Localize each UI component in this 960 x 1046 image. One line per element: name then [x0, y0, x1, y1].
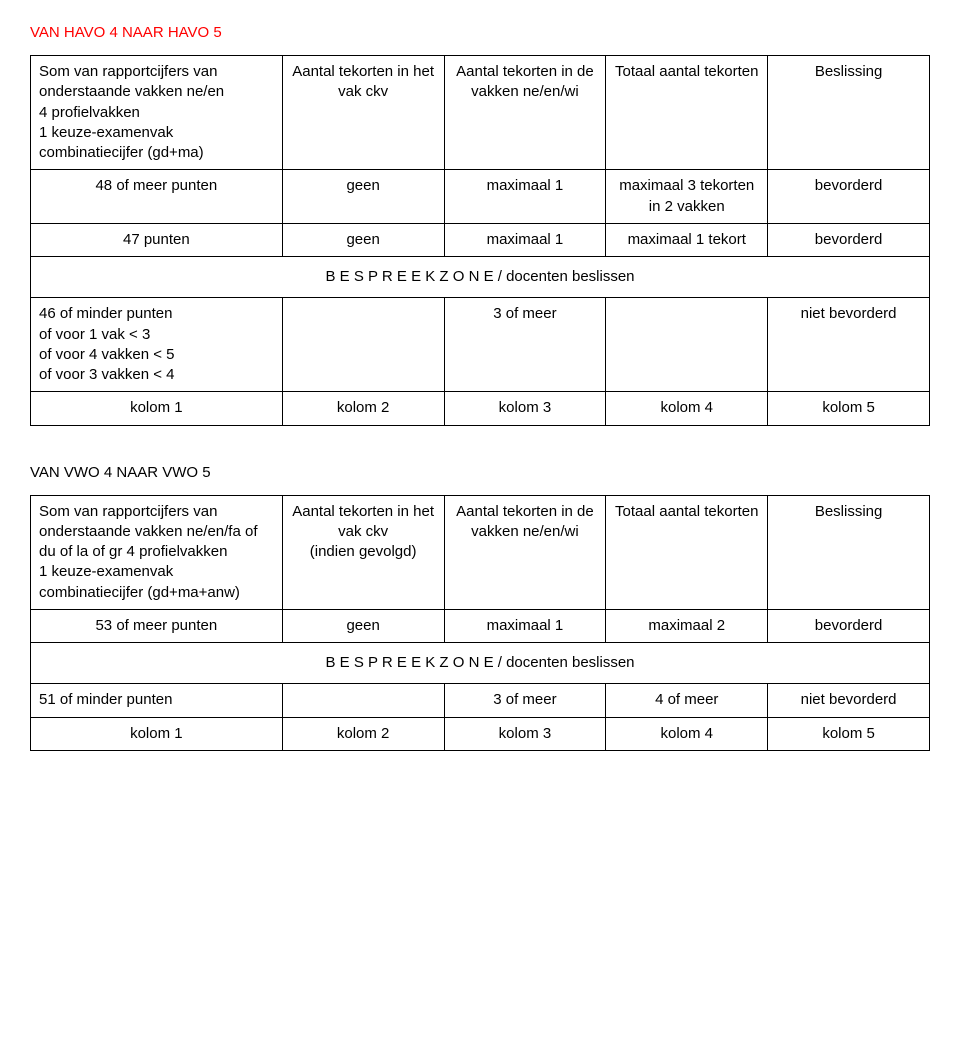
cell: geen [282, 223, 444, 256]
cell: 53 of meer punten [31, 609, 283, 642]
cell: bevorderd [768, 609, 930, 642]
cell: kolom 3 [444, 392, 606, 425]
t1-zone: B E S P R E E K Z O N E / docenten besli… [31, 257, 930, 298]
cell: 46 of minder puntenof voor 1 vak < 3of v… [31, 298, 283, 392]
cell: maximaal 1 [444, 170, 606, 224]
table2: Som van rapportcijfers van onderstaande … [30, 495, 930, 751]
cell: kolom 4 [606, 392, 768, 425]
cell: 51 of minder punten [31, 684, 283, 717]
cell: kolom 1 [31, 717, 283, 750]
cell: maximaal 1 [444, 223, 606, 256]
cell [282, 298, 444, 392]
section1-title: VAN HAVO 4 NAAR HAVO 5 [30, 24, 930, 41]
table-row: 53 of meer punten geen maximaal 1 maxima… [31, 609, 930, 642]
table-row: 48 of meer punten geen maximaal 1 maxima… [31, 170, 930, 224]
cell: kolom 3 [444, 717, 606, 750]
cell: 47 punten [31, 223, 283, 256]
cell: kolom 2 [282, 717, 444, 750]
t2-h3: Aantal tekorten in de vakken ne/en/wi [444, 495, 606, 609]
t2-zone: B E S P R E E K Z O N E / docenten besli… [31, 643, 930, 684]
cell: maximaal 1 tekort [606, 223, 768, 256]
cell: 3 of meer [444, 298, 606, 392]
t1-h1: Som van rapportcijfers van onderstaande … [31, 56, 283, 170]
cell: kolom 1 [31, 392, 283, 425]
cell: kolom 4 [606, 717, 768, 750]
table2-header: Som van rapportcijfers van onderstaande … [31, 495, 930, 609]
cell: maximaal 2 [606, 609, 768, 642]
table-row: 51 of minder punten 3 of meer 4 of meer … [31, 684, 930, 717]
table-row: 46 of minder puntenof voor 1 vak < 3of v… [31, 298, 930, 392]
cell: kolom 5 [768, 717, 930, 750]
table1: Som van rapportcijfers van onderstaande … [30, 55, 930, 426]
cell: 3 of meer [444, 684, 606, 717]
cell: 4 of meer [606, 684, 768, 717]
cell: niet bevorderd [768, 298, 930, 392]
t2-h2: Aantal tekorten in het vak ckv(indien ge… [282, 495, 444, 609]
cell: 48 of meer punten [31, 170, 283, 224]
section2-title: VAN VWO 4 NAAR VWO 5 [30, 464, 930, 481]
t1-h5: Beslissing [768, 56, 930, 170]
t1-h4: Totaal aantal tekorten [606, 56, 768, 170]
t2-zone-cell: B E S P R E E K Z O N E / docenten besli… [31, 643, 930, 684]
cell: kolom 2 [282, 392, 444, 425]
table-row: 47 punten geen maximaal 1 maximaal 1 tek… [31, 223, 930, 256]
table-row: kolom 1 kolom 2 kolom 3 kolom 4 kolom 5 [31, 717, 930, 750]
cell: geen [282, 609, 444, 642]
cell: bevorderd [768, 170, 930, 224]
table1-header: Som van rapportcijfers van onderstaande … [31, 56, 930, 170]
cell: maximaal 3 tekorten in 2 vakken [606, 170, 768, 224]
cell [282, 684, 444, 717]
t2-h5: Beslissing [768, 495, 930, 609]
t2-h1: Som van rapportcijfers van onderstaande … [31, 495, 283, 609]
cell: bevorderd [768, 223, 930, 256]
cell: niet bevorderd [768, 684, 930, 717]
t1-h2: Aantal tekorten in het vak ckv [282, 56, 444, 170]
cell: geen [282, 170, 444, 224]
cell: kolom 5 [768, 392, 930, 425]
t1-h3: Aantal tekorten in de vakken ne/en/wi [444, 56, 606, 170]
t1-zone-cell: B E S P R E E K Z O N E / docenten besli… [31, 257, 930, 298]
table-row: kolom 1 kolom 2 kolom 3 kolom 4 kolom 5 [31, 392, 930, 425]
t2-h4: Totaal aantal tekorten [606, 495, 768, 609]
cell [606, 298, 768, 392]
cell: maximaal 1 [444, 609, 606, 642]
